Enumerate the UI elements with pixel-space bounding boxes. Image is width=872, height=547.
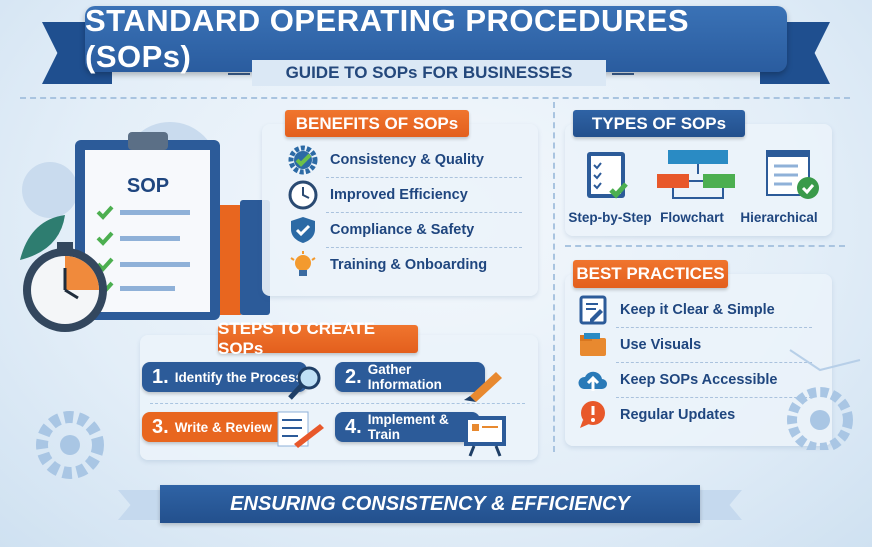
divider [326,177,522,178]
cloud-upload-icon [576,365,610,395]
footer-banner: ENSURING CONSISTENCY & EFFICIENCY [160,485,700,523]
practice-label: Use Visuals [620,337,702,353]
list-item: Compliance & Safety [286,213,536,247]
list-item: Keep it Clear & Simple [576,293,826,327]
step-number: 4. [345,415,362,438]
step-number: 3. [152,415,169,438]
divider [20,97,850,99]
benefit-label: Consistency & Quality [330,152,484,168]
step-number: 1. [152,365,169,388]
pen-icon [464,372,502,402]
gear-check-icon [286,145,320,175]
page-title: STANDARD OPERATING PROCEDURES (SOPs) [85,3,787,74]
step-2: 2. Gather Information [335,362,485,392]
list-item: Keep SOPs Accessible [576,363,826,397]
benefits-list: Consistency & Quality Improved Efficienc… [286,143,536,282]
divider [616,327,812,328]
document-check-icon [766,150,819,199]
divider [612,73,634,75]
step-3: 3. Write & Review [142,412,292,442]
step-number: 2. [345,365,362,388]
checklist-icon [587,152,628,199]
divider [326,247,522,248]
type-label: Flowchart [660,210,724,225]
flowchart-icon [657,150,735,199]
types-icons [587,150,819,199]
divider [553,102,555,452]
clipboard-label: SOP [127,175,169,197]
divider [616,397,812,398]
list-item: Use Visuals [576,328,826,362]
sop-clipboard-illustration: SOP [20,122,270,332]
page-subtitle: GUIDE TO SOPs FOR BUSINESSES [252,60,606,86]
divider [150,403,525,404]
practice-label: Regular Updates [620,407,736,423]
divider [228,73,250,75]
type-label: Step-by-Step [568,210,652,225]
benefit-label: Compliance & Safety [330,222,475,238]
folder-icon [576,330,610,360]
step-label: Write & Review [174,419,272,435]
list-item: Consistency & Quality [286,143,536,177]
step-label: Identify the Process [174,369,303,385]
magnifier-icon [288,366,321,400]
types-header: TYPES OF SOPs [573,110,745,137]
list-item: Regular Updates [576,398,826,432]
benefits-header: BENEFITS OF SOPs [285,110,469,137]
divider [616,362,812,363]
step-label: Gather Information [367,362,442,392]
shield-check-icon [286,215,320,245]
checklist-pencil-icon [277,411,324,448]
gear-network-icon [787,349,861,450]
practices-list: Keep it Clear & Simple Use Visuals Keep … [576,293,826,432]
step-label: Implement & Train [367,412,449,442]
steps-header: STEPS TO CREATE SOPs [218,319,418,358]
step-1: 1. Identify the Process [142,362,307,392]
type-label: Hierarchical [740,210,818,225]
practice-label: Keep SOPs Accessible [620,372,778,388]
practices-header: BEST PRACTICES [573,260,728,288]
benefit-label: Improved Efficiency [330,187,468,203]
practice-label: Keep it Clear & Simple [620,302,775,318]
lightbulb-icon [286,250,320,280]
divider [565,245,845,247]
edit-document-icon [576,295,610,325]
divider [326,212,522,213]
benefit-label: Training & Onboarding [330,257,488,273]
presentation-board-icon [464,416,506,457]
list-item: Training & Onboarding [286,248,536,282]
clock-icon [286,180,320,210]
alert-bubble-icon [576,400,610,430]
step-4: 4. Implement & Train [335,412,480,442]
list-item: Improved Efficiency [286,178,536,212]
gear-icon [36,411,104,479]
